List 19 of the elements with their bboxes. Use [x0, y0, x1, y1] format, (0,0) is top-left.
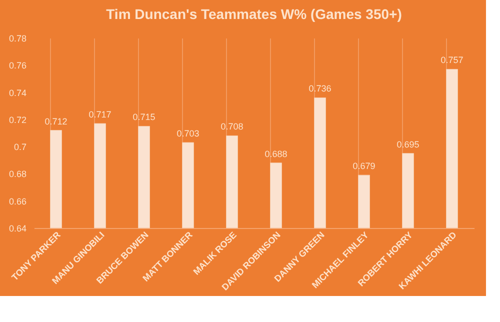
data-label: 0.715 — [132, 112, 156, 122]
data-label: 0.695 — [396, 139, 420, 150]
data-label: 0.717 — [88, 110, 112, 120]
chart-title: Tim Duncan's Teammates W% (Games 350+) — [106, 6, 402, 22]
data-label: 0.712 — [44, 116, 68, 126]
data-label: 0.708 — [220, 122, 244, 132]
y-tick-label: 0.7 — [14, 142, 26, 152]
data-label: 0.757 — [440, 55, 464, 66]
y-tick-label: 0.76 — [8, 60, 26, 71]
data-label: 0.703 — [176, 128, 200, 138]
y-tick-label: 0.64 — [8, 224, 26, 234]
data-label: 0.688 — [264, 148, 288, 159]
y-tick-label: 0.66 — [8, 196, 26, 206]
y-tick-label: 0.78 — [8, 34, 26, 44]
data-label: 0.679 — [352, 161, 376, 172]
y-tick-label: 0.72 — [8, 114, 26, 125]
data-label: 0.736 — [308, 84, 332, 94]
y-tick-label: 0.74 — [8, 88, 26, 98]
y-tick-label: 0.68 — [8, 169, 26, 180]
